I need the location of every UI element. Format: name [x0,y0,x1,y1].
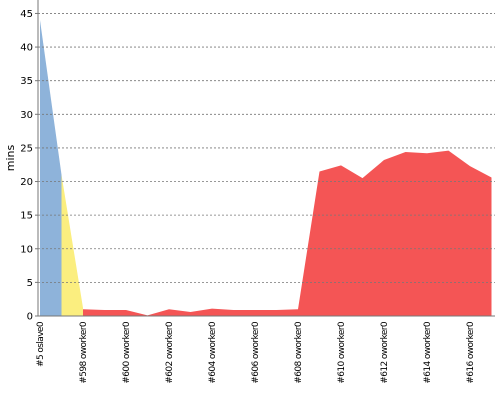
y-tick-label: 15 [20,211,33,222]
area [40,20,62,316]
area [61,174,83,316]
x-tick-label: #608 oworker0 [294,321,304,384]
y-tick-label: 35 [20,76,33,87]
area [83,150,492,316]
y-tick-label: 25 [20,143,33,154]
x-tick-label: #604 oworker0 [208,321,218,384]
y-tick-label: 10 [20,244,33,255]
y-axis-label: mins [4,144,17,171]
y-tick-label: 40 [20,43,33,54]
x-tick-label: #610 oworker0 [337,321,347,384]
x-tick-label: #600 oworker0 [122,321,132,384]
x-tick-label: #616 oworker0 [466,321,476,384]
y-tick-label: 45 [20,9,33,20]
x-tick-label: #606 oworker0 [251,321,261,384]
y-tick-label: 30 [20,110,33,121]
x-tick-label: #614 oworker0 [423,321,433,384]
y-tick-label: 0 [27,312,33,323]
x-tick-label: #5 oslave0 [36,321,46,367]
x-tick-label: #612 oworker0 [380,321,390,384]
x-tick-label: #602 oworker0 [165,321,175,384]
y-tick-label: 5 [27,278,33,289]
y-tick-label: 20 [20,177,33,188]
x-tick-label: #598 oworker0 [79,321,89,384]
